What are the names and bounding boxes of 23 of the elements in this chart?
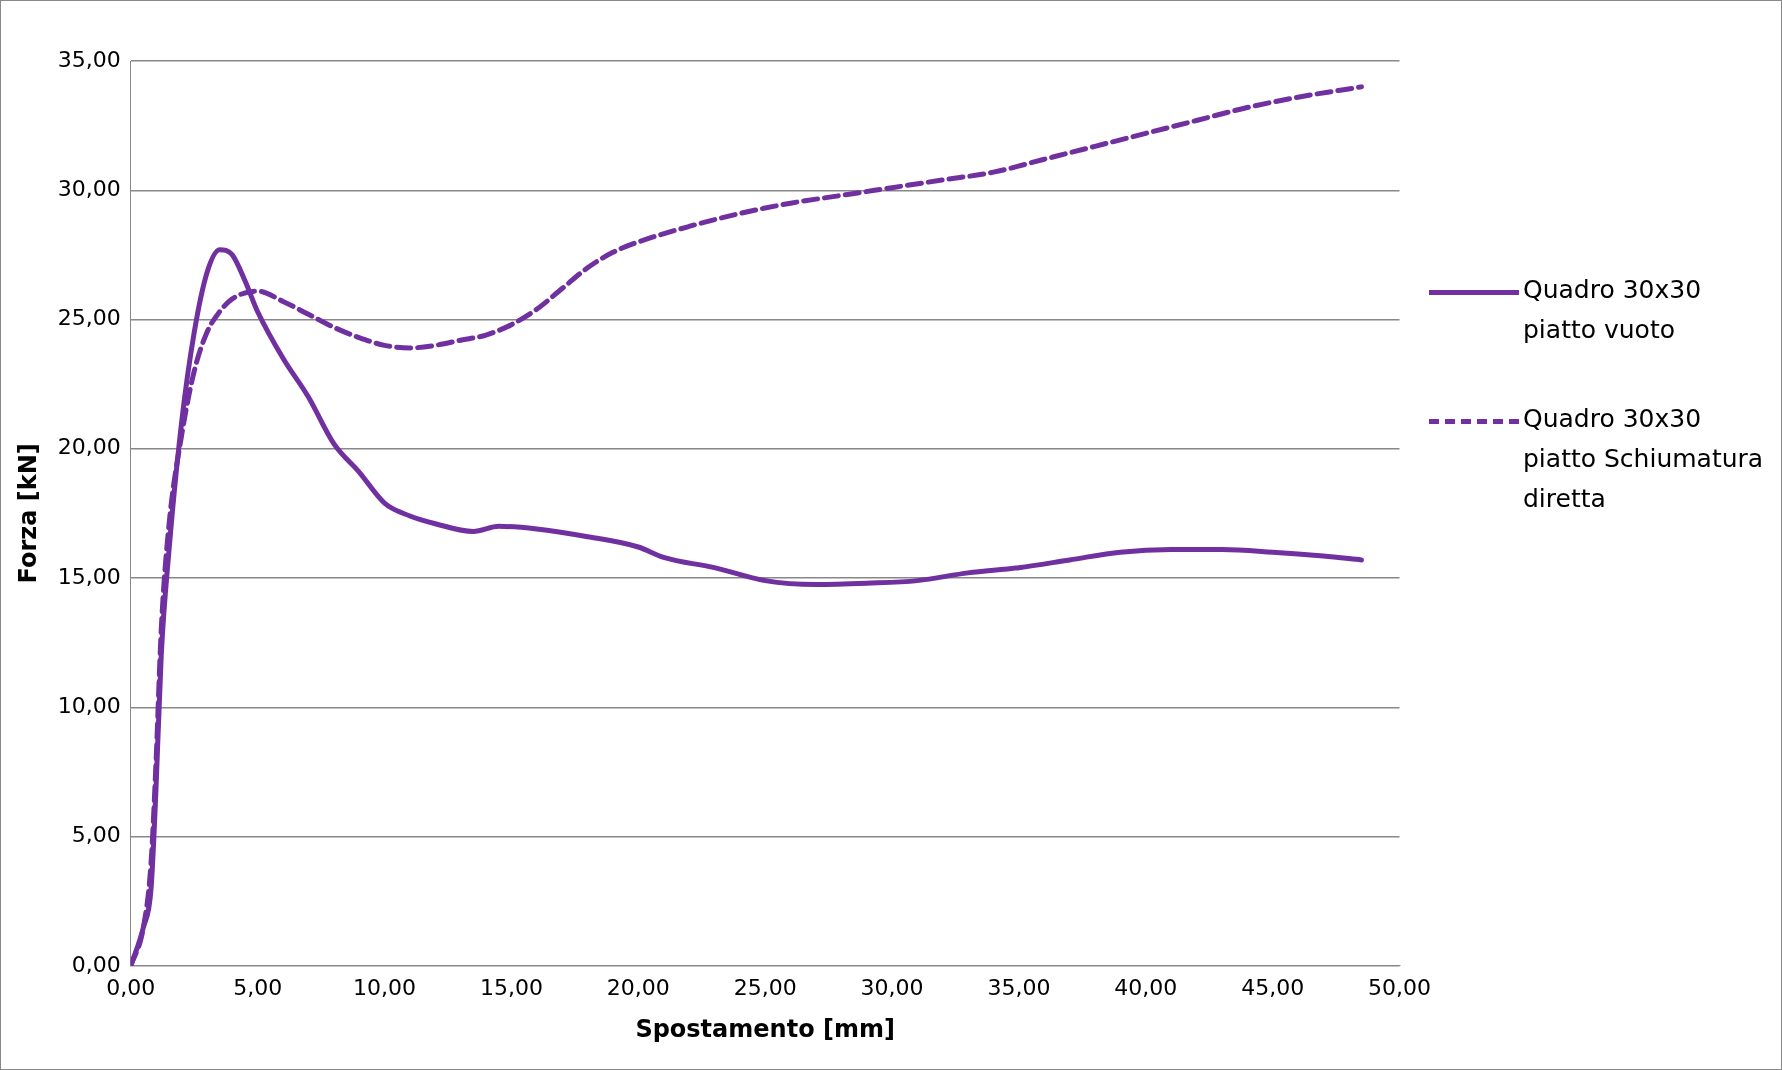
x-tick-label: 20,00 bbox=[606, 974, 670, 1000]
y-tick-label: 35,00 bbox=[57, 46, 121, 72]
y-axis-title: Forza [kN] bbox=[13, 443, 42, 584]
y-tick-label: 20,00 bbox=[57, 434, 121, 460]
x-tick-label: 10,00 bbox=[353, 974, 417, 1000]
y-tick-label: 0,00 bbox=[71, 951, 121, 977]
x-axis-title: Spostamento [mm] bbox=[635, 1014, 895, 1043]
x-tick-label: 25,00 bbox=[733, 974, 797, 1000]
legend-label: Quadro 30x30 piatto Schiumatura diretta bbox=[1523, 403, 1765, 515]
y-tick-label: 5,00 bbox=[71, 822, 121, 848]
x-tick-label: 5,00 bbox=[233, 974, 283, 1000]
x-tick-label: 0,00 bbox=[106, 974, 156, 1000]
y-tick-label: 15,00 bbox=[57, 563, 121, 589]
legend-label: Quadro 30x30 piatto vuoto bbox=[1523, 274, 1703, 346]
x-tick-label: 30,00 bbox=[860, 974, 924, 1000]
x-tick-label: 15,00 bbox=[479, 974, 543, 1000]
x-tick-label: 35,00 bbox=[987, 974, 1051, 1000]
y-tick-label: 25,00 bbox=[57, 305, 121, 331]
x-tick-label: 50,00 bbox=[1368, 974, 1431, 1000]
y-tick-label: 30,00 bbox=[57, 175, 121, 201]
x-tick-label: 45,00 bbox=[1241, 974, 1305, 1000]
x-tick-label: 40,00 bbox=[1114, 974, 1178, 1000]
y-tick-label: 10,00 bbox=[57, 693, 121, 718]
